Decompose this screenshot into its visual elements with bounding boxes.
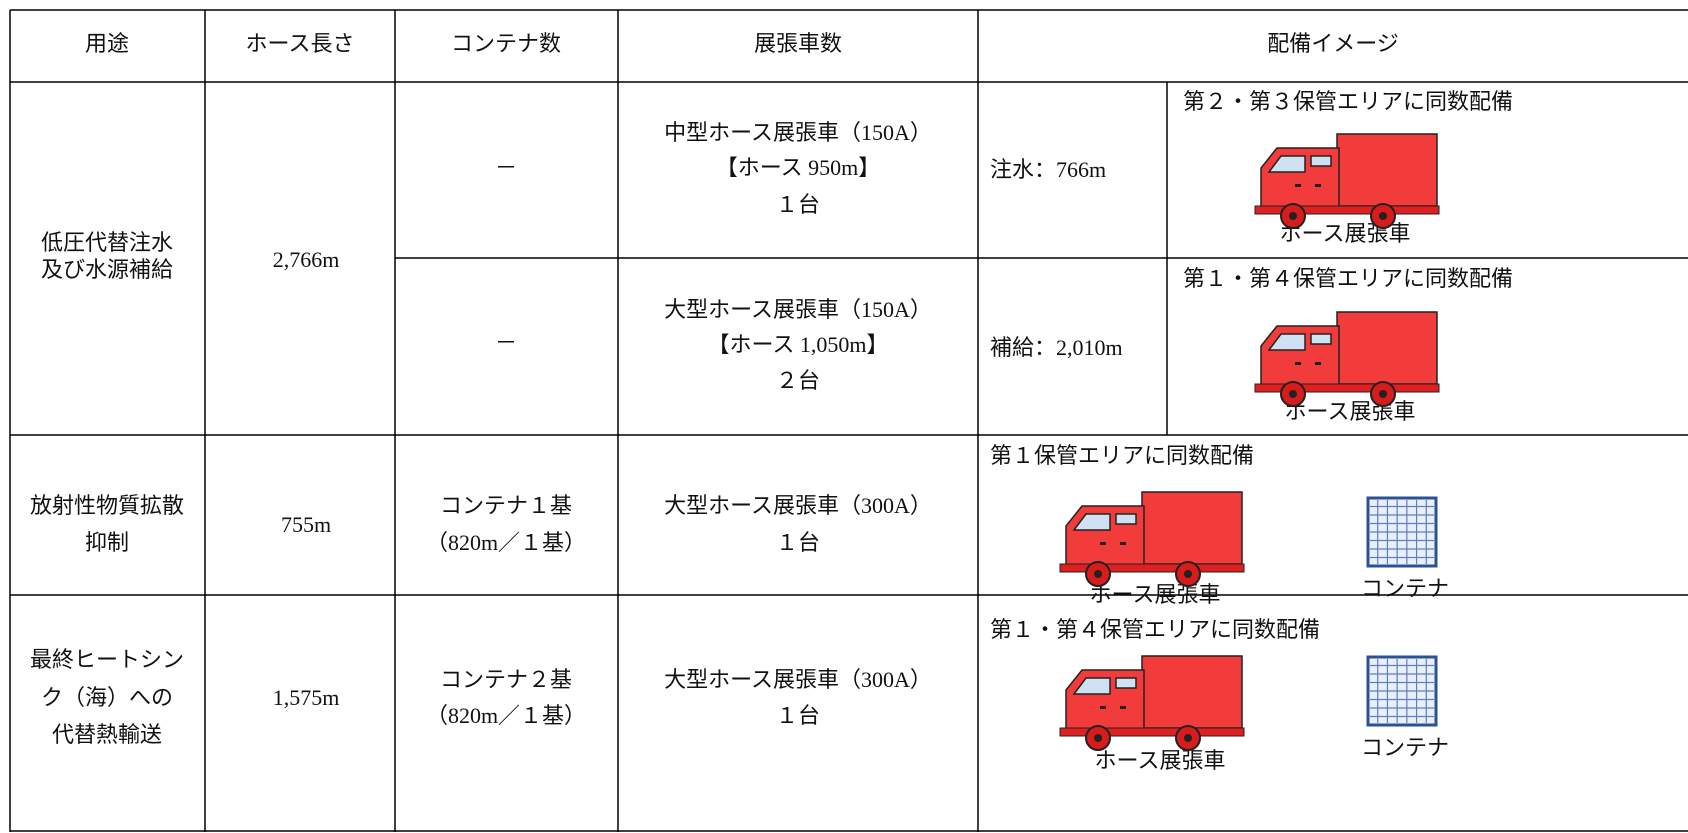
header-cell: 用途 (85, 31, 129, 56)
image-label: ホース展張車 (1095, 748, 1226, 773)
side-window (1310, 155, 1332, 167)
hub (1094, 570, 1102, 578)
door-mark (1315, 184, 1321, 187)
hub (1184, 570, 1192, 578)
door-mark (1315, 362, 1321, 365)
hose-length: 1,575m (273, 685, 340, 710)
header-cell: コンテナ数 (451, 31, 561, 56)
purpose: 抑制 (85, 530, 129, 555)
purpose: 低圧代替注水 (41, 230, 173, 255)
cargo-box (1141, 655, 1243, 729)
door-mark (1120, 542, 1126, 545)
hose-length: 2,766m (273, 247, 340, 272)
door-mark (1295, 362, 1301, 365)
vehicle-count: 【ホース 1,050m】 (707, 332, 888, 357)
windshield (1267, 333, 1306, 351)
purpose: ク（海）への (41, 685, 173, 710)
image-label: ホース展張車 (1285, 399, 1416, 424)
windshield (1267, 155, 1306, 173)
cargo-box (1336, 133, 1438, 207)
deployment-note: 第１保管エリアに同数配備 (990, 443, 1254, 468)
usage: 注水：766m (990, 157, 1106, 182)
container-count: （820m／１基） (426, 703, 586, 728)
container-count: （820m／１基） (426, 530, 586, 555)
hub (1379, 212, 1387, 220)
hub (1289, 212, 1297, 220)
purpose: 最終ヒートシン (30, 647, 184, 672)
purpose: 及び水源補給 (41, 257, 173, 282)
hose-length: 755m (281, 512, 331, 537)
container-count: － (495, 155, 517, 180)
deployment-note: 第１・第４保管エリアに同数配備 (990, 617, 1320, 642)
container-count: コンテナ２基 (440, 667, 572, 692)
chassis (1254, 383, 1440, 393)
purpose: 放射性物質拡散 (30, 493, 184, 518)
vehicle-count: １台 (776, 530, 820, 555)
container-count: コンテナ１基 (440, 493, 572, 518)
truck-icon (1254, 311, 1440, 407)
cargo-box (1141, 491, 1243, 565)
side-window (1115, 513, 1137, 525)
purpose: 代替熱輸送 (52, 722, 162, 747)
usage: 補給：2,010m (990, 335, 1123, 360)
windshield (1072, 677, 1111, 695)
container-count: － (495, 330, 517, 355)
side-window (1115, 677, 1137, 689)
door-mark (1120, 706, 1126, 709)
chassis (1254, 205, 1440, 215)
door-mark (1100, 706, 1106, 709)
image-label: コンテナ (1361, 576, 1449, 601)
image-label: コンテナ (1361, 735, 1449, 760)
deployment-note: 第１・第４保管エリアに同数配備 (1183, 266, 1513, 291)
hub (1184, 734, 1192, 742)
chassis (1059, 727, 1245, 737)
chassis (1059, 563, 1245, 573)
hub (1379, 390, 1387, 398)
deployment-note: 第２・第３保管エリアに同数配備 (1183, 89, 1513, 114)
truck-icon (1254, 133, 1440, 229)
container-icon (1366, 496, 1438, 568)
side-window (1310, 333, 1332, 345)
vehicle-count: ２台 (776, 368, 820, 393)
header-cell: 展張車数 (754, 31, 842, 56)
vehicle-count: 【ホース 950m】 (716, 155, 881, 180)
windshield (1072, 513, 1111, 531)
cargo-box (1336, 311, 1438, 385)
vehicle-count: １台 (776, 703, 820, 728)
vehicle-count: 大型ホース展張車（300A） (664, 493, 932, 518)
vehicle-count: 大型ホース展張車（150A） (664, 297, 932, 322)
hub (1094, 734, 1102, 742)
header-cell: ホース長さ (246, 31, 355, 56)
header-cell: 配備イメージ (1267, 31, 1399, 56)
vehicle-count: 大型ホース展張車（300A） (664, 667, 932, 692)
image-label: ホース展張車 (1090, 582, 1221, 607)
truck-icon (1059, 655, 1245, 751)
door-mark (1100, 542, 1106, 545)
door-mark (1295, 184, 1301, 187)
container-icon (1366, 655, 1438, 727)
truck-icon (1059, 491, 1245, 587)
hub (1289, 390, 1297, 398)
vehicle-count: １台 (776, 192, 820, 217)
vehicle-count: 中型ホース展張車（150A） (664, 120, 932, 145)
